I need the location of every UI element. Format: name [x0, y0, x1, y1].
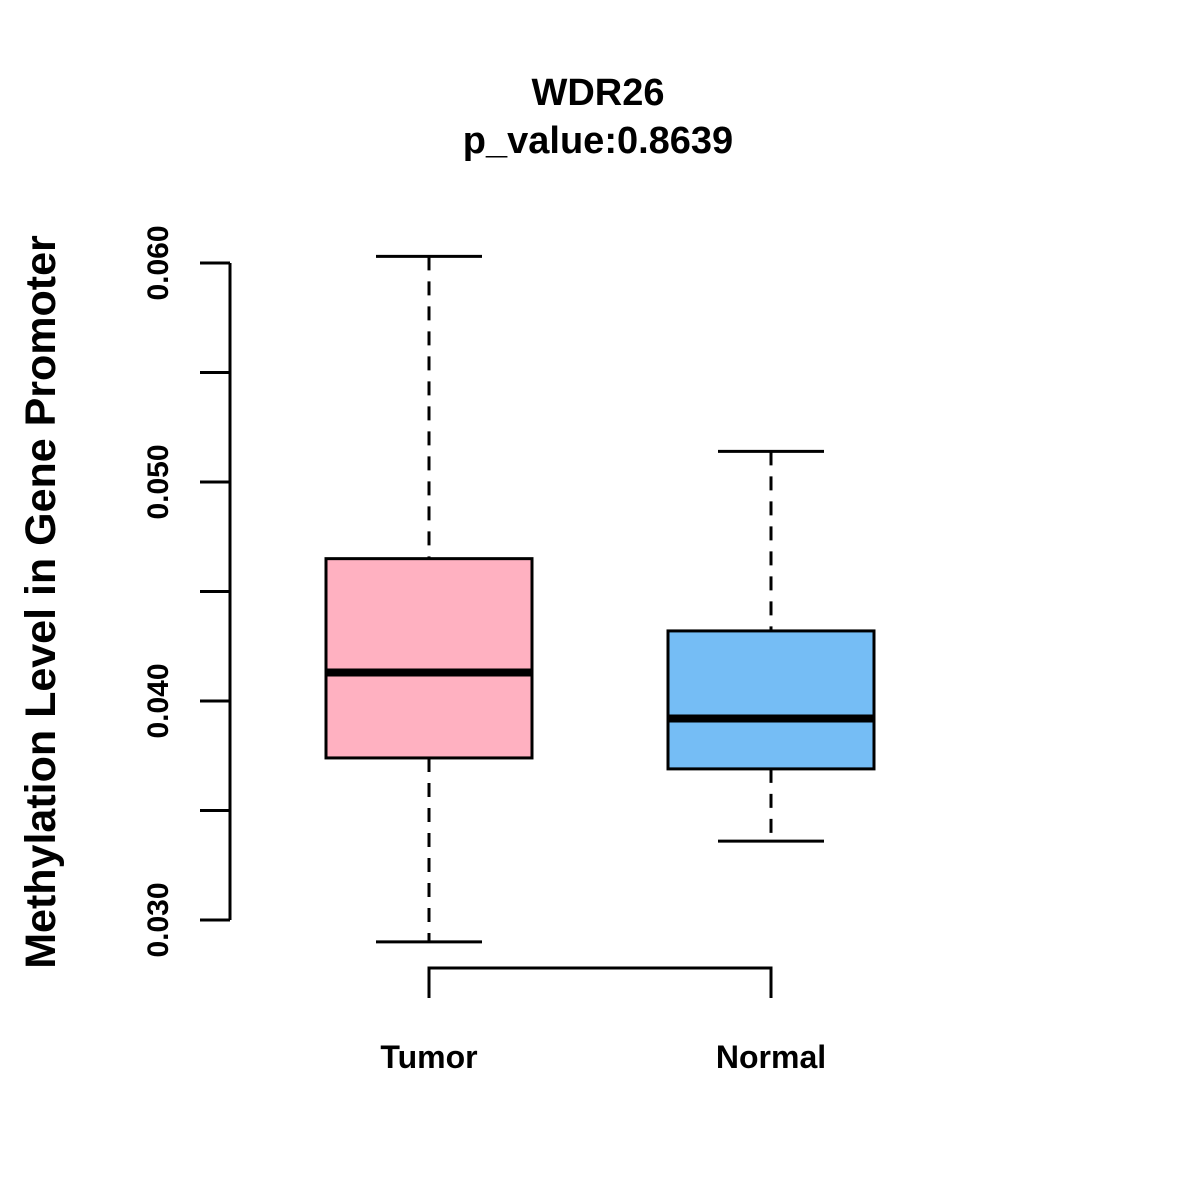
iqr-box — [666, 629, 876, 771]
x-label-tumor: Tumor — [380, 1039, 477, 1075]
chart-subtitle: p_value:0.8639 — [463, 120, 733, 162]
y-tick-label: 0.050 — [142, 444, 175, 519]
tumor-box-group — [324, 254, 534, 944]
y-axis: 0.030 0.040 0.050 0.060 — [142, 225, 232, 958]
x-label-normal: Normal — [716, 1039, 826, 1075]
boxes — [324, 254, 876, 944]
y-axis-label: Methylation Level in Gene Promoter — [17, 235, 65, 969]
y-tick-label: 0.060 — [142, 225, 175, 300]
chart-title: WDR26 — [531, 72, 664, 114]
y-tick-label: 0.030 — [142, 882, 175, 957]
x-axis-bracket — [427, 966, 773, 998]
x-axis-bracket-layer — [427, 966, 773, 998]
y-tick-label: 0.040 — [142, 663, 175, 738]
iqr-box — [324, 557, 534, 760]
normal-box-group — [666, 449, 876, 843]
